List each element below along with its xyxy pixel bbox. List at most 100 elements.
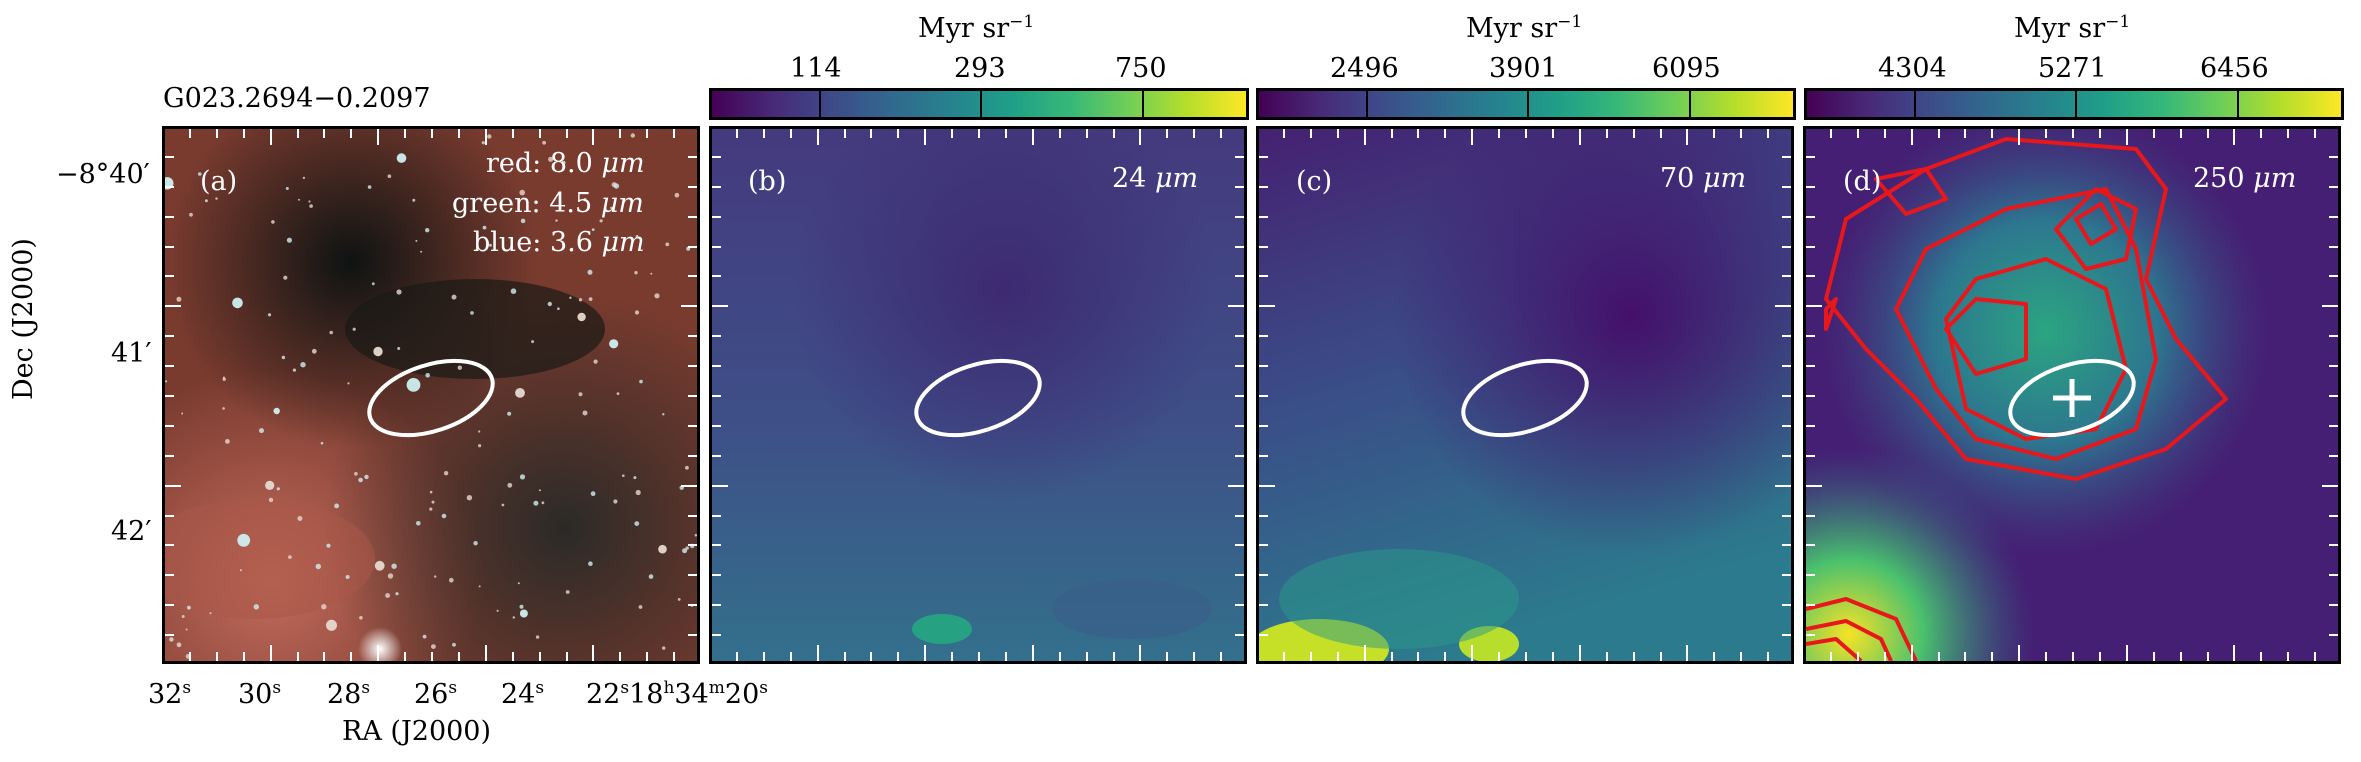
star-point bbox=[209, 612, 212, 615]
tick-mark bbox=[2045, 652, 2047, 661]
tick-mark bbox=[2329, 515, 2338, 517]
star-point bbox=[634, 310, 640, 315]
tick-mark bbox=[673, 129, 675, 138]
star-point bbox=[650, 272, 653, 275]
star-point bbox=[665, 242, 670, 247]
star-point bbox=[561, 160, 566, 165]
tick-mark bbox=[2207, 129, 2209, 138]
tick-mark bbox=[1806, 425, 1815, 427]
star-point bbox=[321, 604, 327, 610]
tick-mark bbox=[2322, 485, 2338, 487]
tick-mark bbox=[377, 129, 379, 145]
tick-mark bbox=[844, 129, 846, 138]
star-point bbox=[204, 199, 208, 203]
tick-mark bbox=[1806, 604, 1815, 606]
star-point bbox=[347, 382, 350, 385]
tick-mark bbox=[2329, 455, 2338, 457]
star-point bbox=[281, 355, 286, 360]
star-point bbox=[222, 376, 225, 379]
panel-label: (a) bbox=[200, 166, 238, 197]
source-name: G023.2694−0.2097 bbox=[163, 83, 431, 114]
tick-mark bbox=[1552, 129, 1554, 138]
tick-mark bbox=[297, 652, 299, 661]
tick-mark bbox=[1911, 129, 1913, 145]
tick-mark bbox=[431, 129, 433, 138]
tick-mark bbox=[1525, 129, 1527, 138]
panel-c-70um-image bbox=[1256, 126, 1794, 664]
tick-mark bbox=[1806, 305, 1822, 307]
tick-mark bbox=[712, 515, 721, 517]
panel-a-rgb-image bbox=[162, 126, 700, 664]
star-point bbox=[311, 348, 317, 354]
tick-mark bbox=[539, 129, 541, 138]
star-point bbox=[431, 500, 435, 504]
star-point bbox=[288, 555, 292, 559]
star-point bbox=[292, 368, 296, 372]
tick-mark bbox=[404, 652, 406, 661]
tick-mark bbox=[1782, 156, 1791, 158]
star-point bbox=[285, 187, 289, 190]
star-point bbox=[488, 243, 492, 247]
tick-mark bbox=[1806, 634, 1815, 636]
tick-mark bbox=[1471, 645, 1473, 661]
tick-mark bbox=[2329, 275, 2338, 277]
star-point bbox=[466, 495, 473, 501]
star-point bbox=[685, 546, 689, 550]
tick-mark bbox=[1259, 275, 1268, 277]
star-point bbox=[391, 563, 397, 569]
tick-mark bbox=[712, 246, 721, 248]
star-point bbox=[396, 153, 407, 163]
tick-mark bbox=[1806, 395, 1815, 397]
tick-mark bbox=[1235, 246, 1244, 248]
star-point bbox=[587, 269, 593, 275]
star-point bbox=[519, 474, 526, 480]
tick-mark bbox=[165, 544, 174, 546]
star-point bbox=[648, 574, 654, 579]
star-point bbox=[416, 521, 421, 526]
tick-mark bbox=[924, 645, 926, 661]
tick-mark bbox=[1259, 186, 1268, 188]
tick-mark bbox=[1991, 129, 1993, 138]
star-point bbox=[215, 197, 218, 200]
panel-label: (d) bbox=[1843, 166, 1882, 197]
tick-mark bbox=[323, 652, 325, 661]
star-point bbox=[682, 548, 688, 554]
tick-mark bbox=[165, 186, 174, 188]
star-point bbox=[578, 298, 583, 302]
tick-mark bbox=[1032, 129, 1034, 145]
star-point bbox=[265, 480, 275, 490]
star-point bbox=[181, 412, 184, 415]
tick-mark bbox=[2018, 645, 2020, 661]
tick-mark bbox=[1235, 365, 1244, 367]
tick-mark bbox=[1782, 216, 1791, 218]
tick-mark bbox=[1193, 129, 1195, 138]
tick-mark bbox=[688, 216, 697, 218]
star-point bbox=[555, 219, 558, 222]
tick-mark bbox=[270, 129, 272, 145]
star-point bbox=[478, 430, 481, 433]
tick-mark bbox=[817, 645, 819, 661]
tick-mark bbox=[165, 515, 174, 517]
tick-mark bbox=[165, 485, 181, 487]
star-point bbox=[352, 327, 356, 331]
tick-mark bbox=[1686, 645, 1688, 661]
star-point bbox=[315, 563, 321, 570]
tick-mark bbox=[1235, 425, 1244, 427]
star-point bbox=[232, 297, 243, 309]
tick-mark bbox=[1220, 129, 1222, 138]
tick-mark bbox=[216, 129, 218, 138]
star-point bbox=[443, 471, 449, 476]
star-point bbox=[239, 569, 242, 572]
star-point bbox=[674, 192, 680, 198]
tick-mark bbox=[688, 544, 697, 546]
star-point bbox=[535, 635, 540, 639]
tick-mark bbox=[712, 365, 721, 367]
tick-mark bbox=[2329, 604, 2338, 606]
star-point bbox=[541, 501, 545, 505]
tick-mark bbox=[1660, 652, 1662, 661]
colorbar-tick-label: 293 bbox=[954, 53, 1006, 84]
tick-mark bbox=[712, 634, 721, 636]
star-point bbox=[395, 592, 399, 596]
tick-mark bbox=[2329, 634, 2338, 636]
ra-tick-label: 24s bbox=[501, 678, 545, 710]
